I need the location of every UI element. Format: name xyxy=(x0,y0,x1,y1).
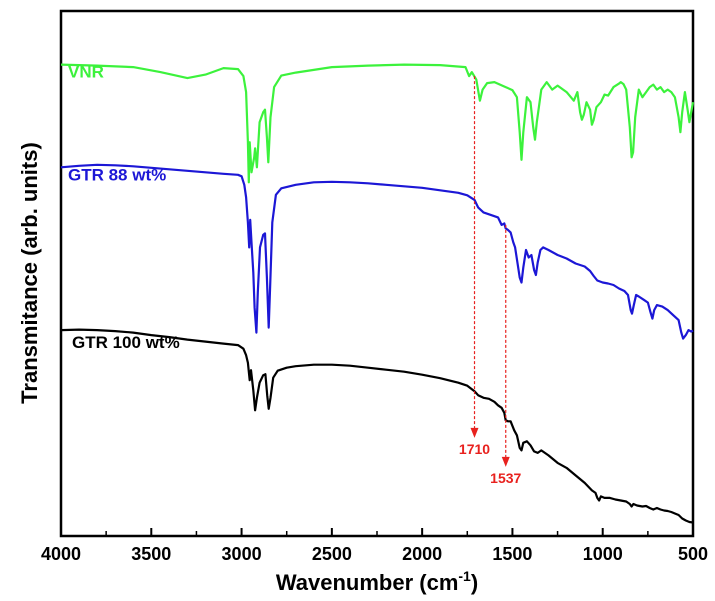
x-tick-label: 4000 xyxy=(41,544,81,564)
series-label-1: GTR 88 wt% xyxy=(68,165,166,184)
y-axis-title: Transmitance (arb. units) xyxy=(17,142,42,404)
annotation-arrow-1710 xyxy=(470,427,479,438)
series-layer xyxy=(60,63,695,524)
x-tick-label: 3000 xyxy=(222,544,262,564)
x-axis-title-sup: -1 xyxy=(458,568,471,584)
x-tick-label: 1500 xyxy=(492,544,532,564)
series-label-2: GTR 100 wt% xyxy=(72,333,180,352)
x-tick-label: 2000 xyxy=(402,544,442,564)
series-line-1 xyxy=(60,163,694,340)
series-line-2 xyxy=(60,328,694,524)
x-axis-title-main: Wavenumber (cm xyxy=(276,570,459,595)
series-label-0: VNR xyxy=(68,63,104,82)
x-tick-label: 1000 xyxy=(583,544,623,564)
annotation-label-1537: 1537 xyxy=(490,470,521,486)
plot-frame xyxy=(59,9,695,538)
x-axis-title-end: ) xyxy=(471,570,478,595)
series-line-0 xyxy=(60,63,695,184)
annotation-arrow-1537 xyxy=(501,456,510,467)
annotation-label-1710: 1710 xyxy=(459,441,490,457)
series-label-layer: VNR GTR 88 wt% GTR 100 wt% xyxy=(68,63,180,353)
x-tick-label: 2500 xyxy=(312,544,352,564)
x-tick-label: 500 xyxy=(678,544,708,564)
x-axis-title: Wavenumber (cm-1) xyxy=(276,568,478,595)
x-axis-ticks: 4000 3500 3000 2500 2000 1500 1000 500 xyxy=(41,528,708,564)
x-tick-label: 3500 xyxy=(131,544,171,564)
